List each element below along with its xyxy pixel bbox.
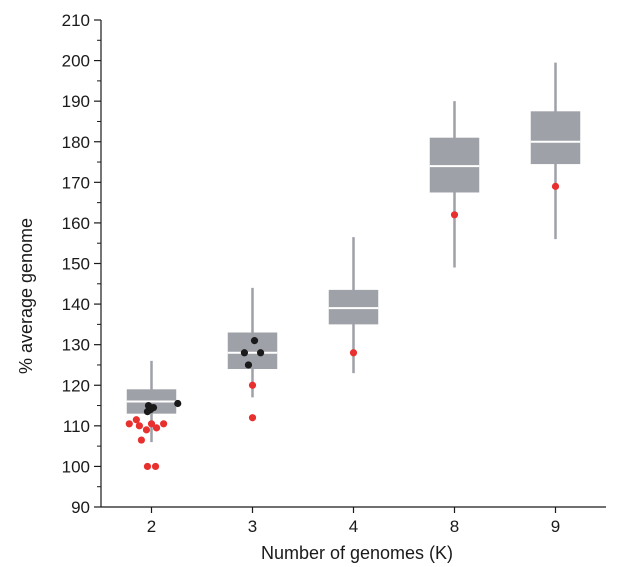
black-point-3 [143,408,152,416]
y-tick-label-150: 150 [62,255,90,274]
red-point-8 [143,462,152,471]
y-tick-label-130: 130 [62,336,90,355]
y-tick-label-200: 200 [62,52,90,71]
y-tick-label-110: 110 [63,417,90,436]
x-axis-title: Number of genomes (K) [261,543,453,563]
red-point-5 [152,424,161,432]
y-tick-label-120: 120 [62,376,90,395]
red-point-11 [248,414,257,422]
y-tick-label-210: 210 [62,11,90,30]
box-4 [328,289,379,325]
red-point-12 [349,349,358,357]
red-point-0 [125,420,133,428]
x-tick-label-3: 3 [248,517,257,536]
x-tick-label-2: 2 [147,517,156,536]
y-tick-label-100: 100 [62,457,90,476]
box-8 [429,137,480,193]
red-point-3 [142,426,151,434]
x-tick-label-9: 9 [551,517,560,536]
y-tick-label-90: 90 [71,498,90,517]
red-point-1 [132,416,140,424]
plot-area [125,62,581,471]
red-point-6 [160,420,168,428]
black-point-4 [174,399,182,408]
x-tick-label-4: 4 [349,517,358,536]
y-tick-label-140: 140 [62,295,90,314]
black-point-5 [240,349,249,357]
black-point-7 [250,337,259,345]
x-tick-label-8: 8 [450,517,459,536]
y-axis-title: % average genome [16,218,36,374]
box-9 [530,111,581,165]
red-point-10 [248,381,257,389]
black-point-8 [244,361,253,369]
axes: 90 100 110 120 130 140 150 160 170 180 190 200 210 2 3… [62,11,606,536]
black-point-2 [149,403,158,412]
red-point-7 [137,436,145,444]
red-point-4 [147,420,156,428]
y-tick-label-170: 170 [62,173,90,192]
red-point-9 [151,462,160,471]
black-point-6 [256,349,265,357]
red-point-2 [135,422,143,430]
y-tick-label-160: 160 [62,214,90,233]
y-tick-label-180: 180 [62,133,90,152]
y-tick-label-190: 190 [62,92,90,111]
red-point-13 [450,211,459,219]
red-point-14 [551,182,560,190]
